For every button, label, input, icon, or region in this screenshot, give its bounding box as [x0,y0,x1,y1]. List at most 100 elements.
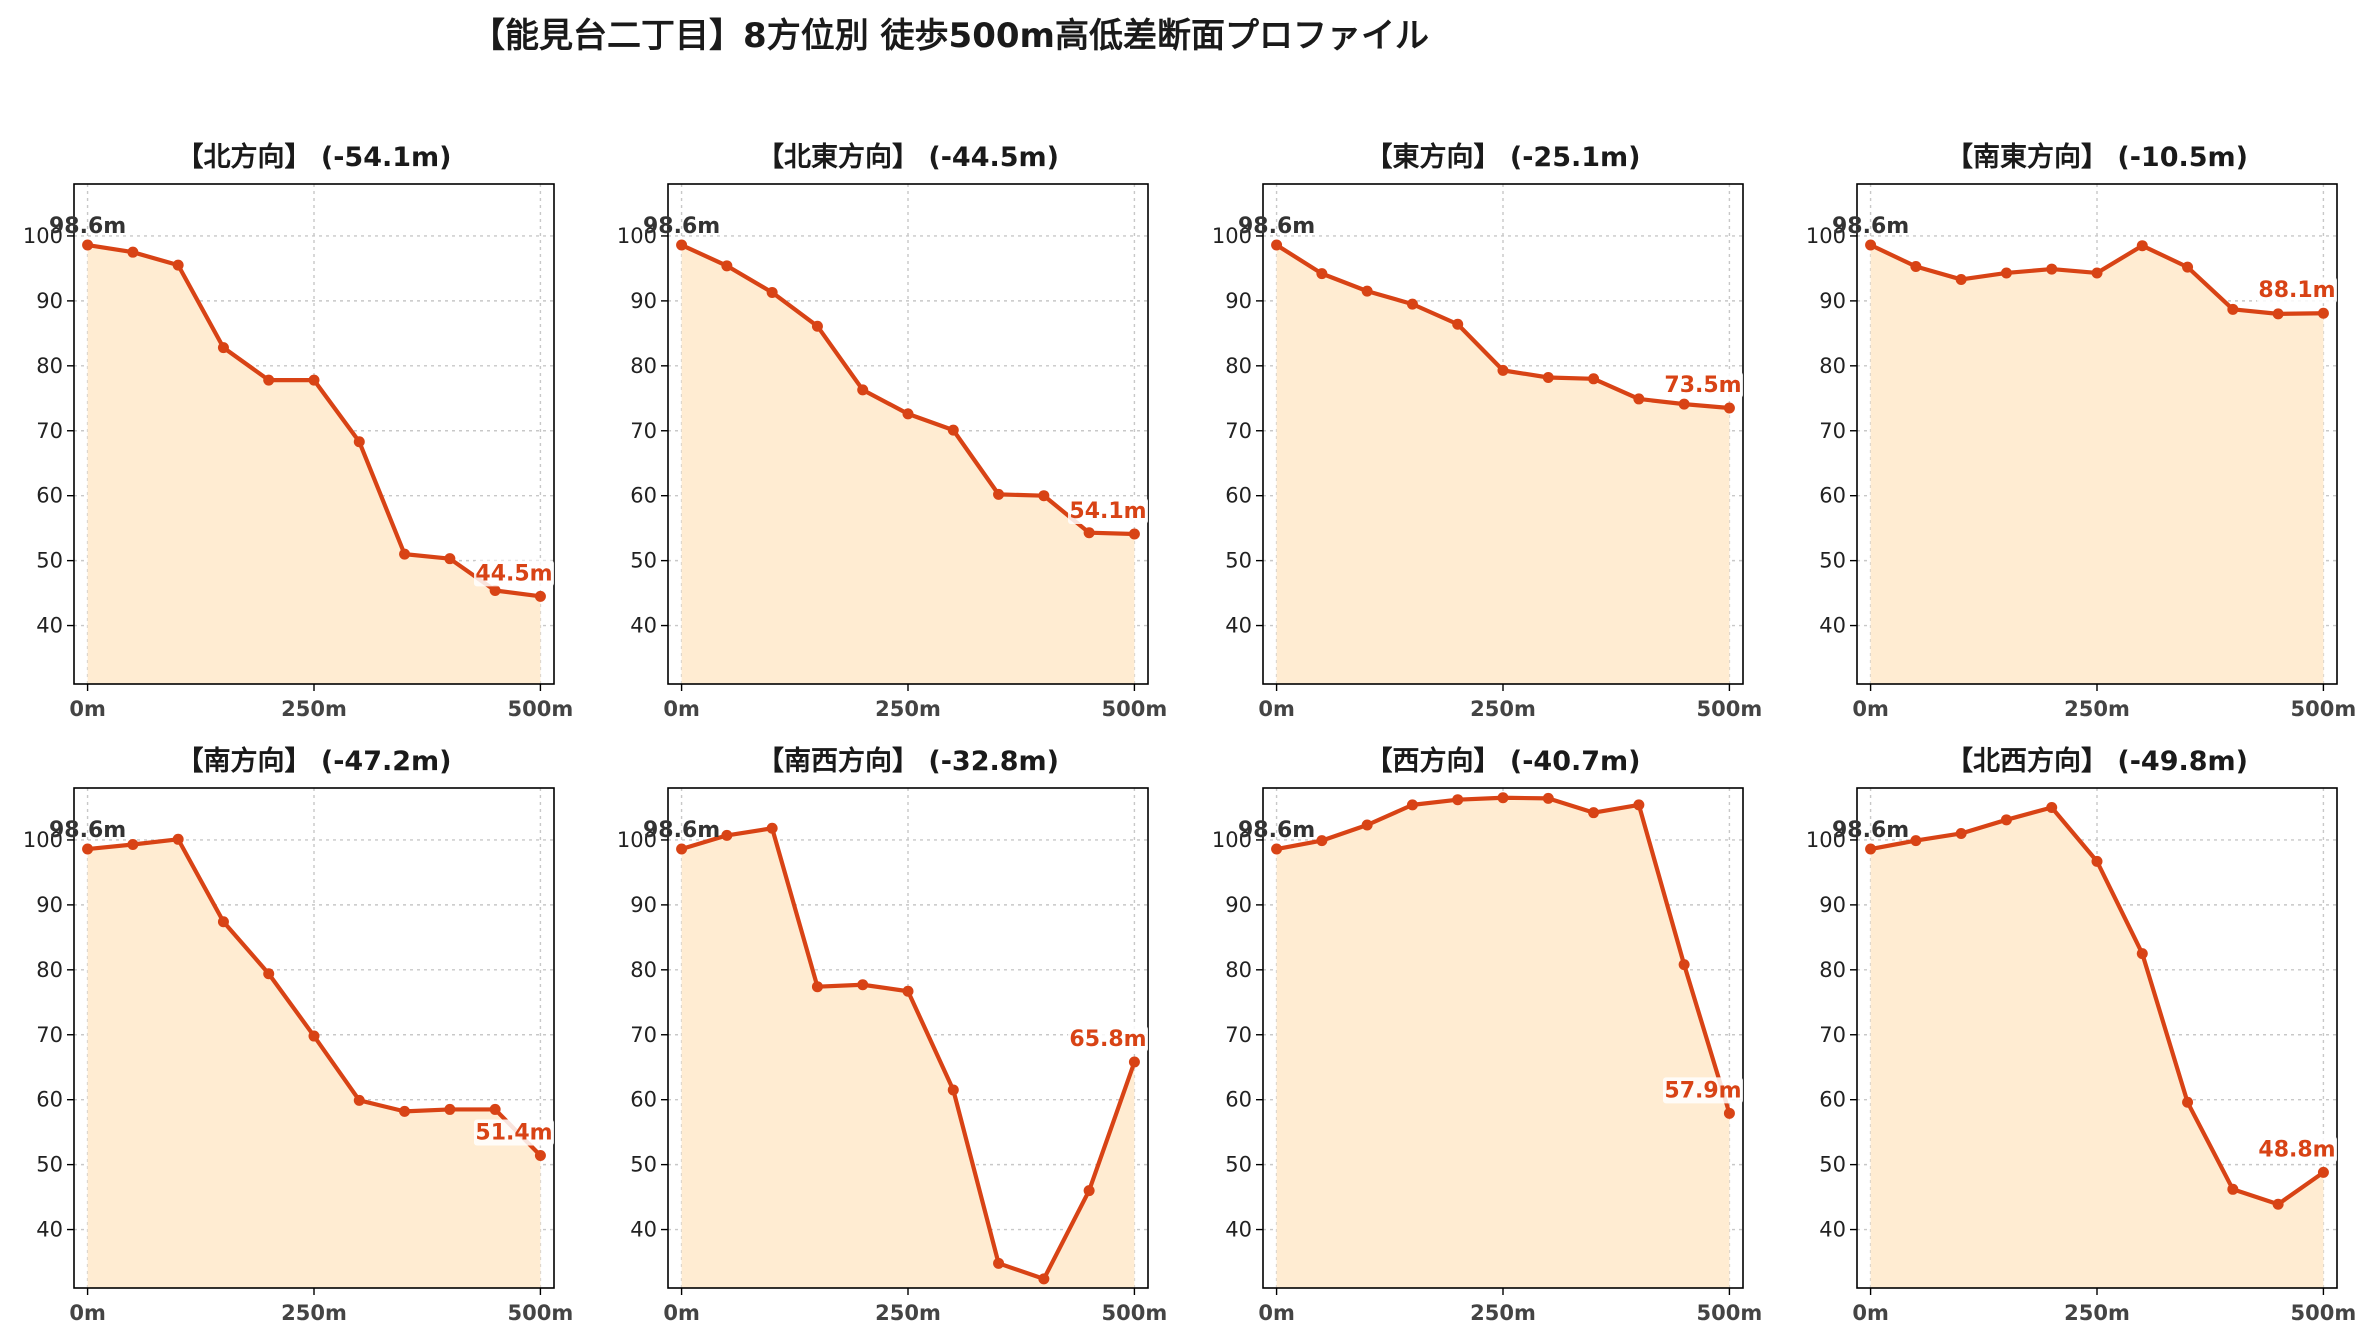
panel-4: 【南方向】 (-47.2m) 40 50 60 70 80 90 100 0m 250m 500m 9… [23,745,573,1325]
data-point [1723,402,1735,414]
data-point [1316,835,1328,847]
y-tick-label: 80 [630,958,657,982]
y-tick-label: 70 [1819,419,1846,443]
y-tick-label: 50 [630,549,657,573]
panel-0: 【北方向】 (-54.1m) 40 50 60 70 80 90 100 0m 250m 500m 9… [23,141,573,721]
data-point [1542,372,1554,384]
panel-title: 【北東方向】 (-44.5m) [757,141,1059,173]
start-elevation-label: 98.6m [643,214,720,239]
y-tick-label: 50 [1819,1153,1846,1177]
data-point [1083,527,1095,539]
data-point [721,829,733,841]
data-point [857,979,869,991]
data-point [2136,240,2148,252]
y-tick-label: 90 [1225,893,1252,917]
x-tick-label: 250m [281,1301,347,1325]
data-point [308,374,320,386]
panel-2: 【東方向】 (-25.1m) 40 50 60 70 80 90 100 0m 250m 500m 9… [1212,141,1762,721]
data-point [1678,959,1690,971]
data-point [2046,263,2058,275]
data-point [399,1105,411,1117]
data-point [444,1103,456,1115]
data-point [353,436,365,448]
x-tick-label: 0m [663,697,700,721]
y-tick-label: 100 [23,224,63,248]
area-fill [1870,245,2324,685]
y-tick-label: 40 [1225,1218,1252,1242]
data-point [902,408,914,420]
panel-title: 【南東方向】 (-10.5m) [1946,141,2248,173]
y-tick-label: 50 [1819,549,1846,573]
y-tick-label: 90 [36,289,63,313]
end-label-box [1663,1077,1743,1104]
x-tick-label: 500m [508,1301,574,1325]
y-tick-label: 80 [1225,354,1252,378]
data-point [172,833,184,845]
data-point [1038,490,1050,502]
y-tick-label: 80 [1225,958,1252,982]
area-fill [1276,797,1730,1288]
end-label-box [1068,1026,1148,1053]
data-point [127,246,139,258]
data-point [217,916,229,928]
start-elevation-label: 98.6m [1238,818,1315,843]
x-tick-label: 0m [1258,697,1295,721]
panel-title: 【北方向】 (-54.1m) [176,141,451,173]
y-tick-label: 60 [630,484,657,508]
data-point [2091,855,2103,867]
panel-title: 【西方向】 (-40.7m) [1365,745,1640,777]
y-tick-label: 50 [630,1153,657,1177]
y-tick-label: 70 [630,1023,657,1047]
data-point [947,424,959,436]
x-tick-label: 0m [69,1301,106,1325]
start-elevation-label: 98.6m [1832,214,1909,239]
page-title: 【能見台二丁目】8方位別 徒歩500m高低差断面プロファイル [471,16,1429,56]
area-fill [1276,245,1730,685]
y-tick-label: 50 [36,1153,63,1177]
data-point [993,488,1005,500]
data-point [811,320,823,332]
y-tick-label: 80 [1819,958,1846,982]
end-elevation-label: 44.5m [475,561,552,586]
data-point [1128,1056,1140,1068]
data-point [721,260,733,272]
data-point [1452,318,1464,330]
start-elevation-label: 98.6m [1832,818,1909,843]
end-elevation-label: 57.9m [1664,1078,1741,1103]
y-tick-label: 40 [630,614,657,638]
data-point [1865,239,1877,251]
x-tick-label: 500m [508,697,574,721]
data-point [676,239,688,251]
data-point [993,1257,1005,1269]
x-tick-label: 250m [2064,697,2130,721]
y-tick-label: 60 [1819,1088,1846,1112]
data-point [82,239,94,251]
x-tick-label: 0m [1258,1301,1295,1325]
data-point [127,838,139,850]
data-point [1452,794,1464,806]
data-point [947,1084,959,1096]
y-tick-label: 100 [1806,828,1846,852]
panel-6: 【西方向】 (-40.7m) 40 50 60 70 80 90 100 0m 250m 500m 9… [1212,745,1762,1325]
x-tick-label: 500m [2291,1301,2357,1325]
data-point [444,553,456,565]
data-point [2227,303,2239,315]
data-point [2272,1198,2284,1210]
end-elevation-label: 88.1m [2258,278,2335,303]
data-point [263,968,275,980]
data-point [1128,528,1140,540]
y-tick-label: 50 [36,549,63,573]
y-tick-label: 70 [630,419,657,443]
data-point [1955,273,1967,285]
data-point [1910,260,1922,272]
x-tick-label: 250m [2064,1301,2130,1325]
data-point [308,1030,320,1042]
data-point [1083,1185,1095,1197]
start-elevation-label: 98.6m [1238,214,1315,239]
data-point [2091,267,2103,279]
y-tick-label: 100 [617,828,657,852]
x-tick-label: 0m [1852,1301,1889,1325]
y-tick-label: 100 [1212,224,1252,248]
end-elevation-label: 54.1m [1069,499,1146,524]
data-point [353,1094,365,1106]
